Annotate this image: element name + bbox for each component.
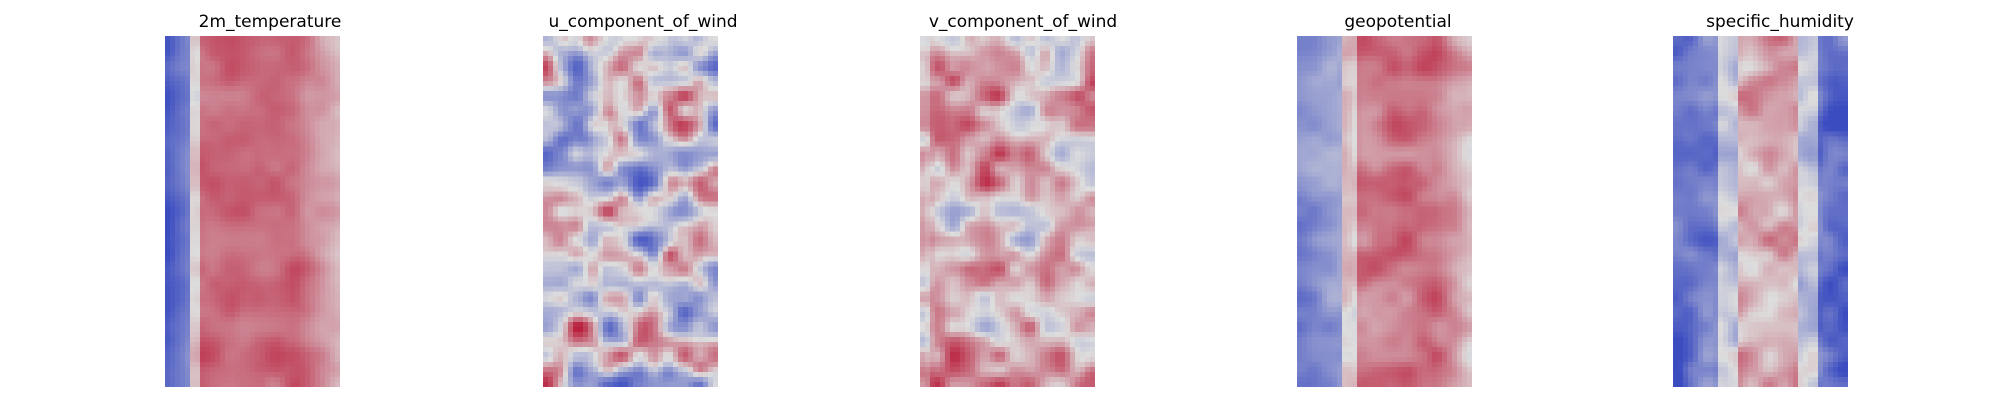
heatmap-geopotential <box>1297 36 1472 387</box>
heatmap-v-component-of-wind <box>920 36 1095 387</box>
heatmap-canvas-2m-temperature <box>165 36 340 387</box>
panel-title-2m-temperature: 2m_temperature <box>198 12 342 32</box>
heatmap-u-component-of-wind <box>543 36 718 387</box>
heatmap-canvas-u-component-of-wind <box>543 36 718 387</box>
heatmap-canvas-geopotential <box>1297 36 1472 387</box>
panel-title-v-component-of-wind: v_component_of_wind <box>928 12 1118 32</box>
heatmap-2m-temperature <box>165 36 340 387</box>
heatmap-canvas-v-component-of-wind <box>920 36 1095 387</box>
panel-title-specific-humidity: specific_humidity <box>1706 12 1854 32</box>
panel-title-u-component-of-wind: u_component_of_wind <box>548 12 738 32</box>
panel-title-geopotential: geopotential <box>1344 12 1452 32</box>
heatmap-canvas-specific-humidity <box>1673 36 1848 387</box>
heatmap-specific-humidity <box>1673 36 1848 387</box>
